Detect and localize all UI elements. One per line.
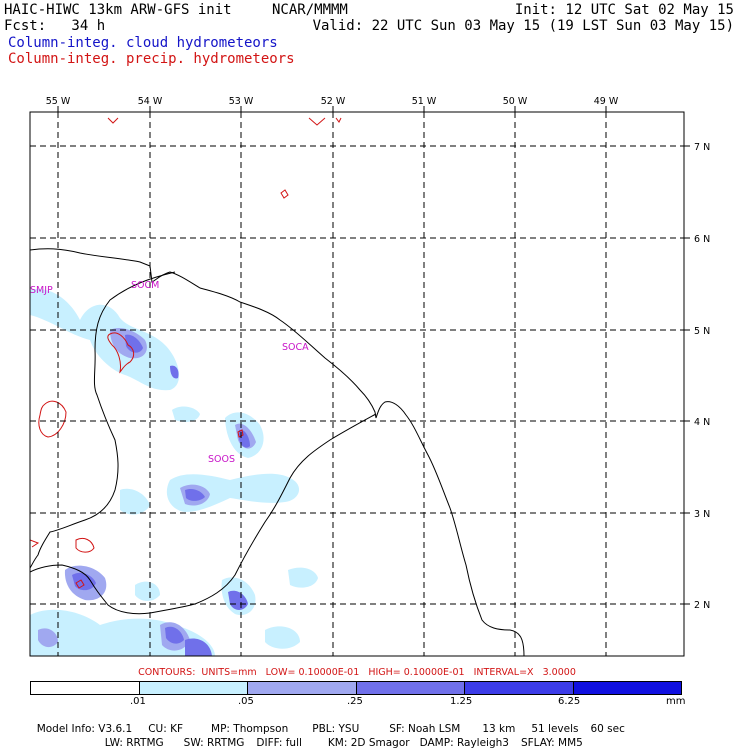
colorbar-bin xyxy=(573,682,681,694)
station-label: SMJP xyxy=(30,285,53,296)
lon-label: 49 W xyxy=(594,96,619,107)
lat-label: 7 N xyxy=(694,142,710,153)
mp-scheme: MP: Thompson xyxy=(211,723,289,735)
precip-field-label: Column-integ. precip. hydrometeors xyxy=(8,51,295,67)
colorbar xyxy=(30,681,682,695)
colorbar-bin xyxy=(248,682,357,694)
map-frame xyxy=(29,111,685,657)
km-option: KM: 2D Smagor xyxy=(327,737,410,749)
init-time: Init: 12 UTC Sat 02 May 15 xyxy=(514,2,734,18)
model-version: Model Info: V3.6.1 xyxy=(36,723,133,735)
lon-label: 51 W xyxy=(412,96,437,107)
lon-label: 54 W xyxy=(138,96,163,107)
model-info-line1: Model Info: V3.6.1 CU: KF MP: Thompson PBL:… xyxy=(30,711,625,735)
sw-scheme: SW: RRTMG xyxy=(183,737,245,749)
colorbar-bin xyxy=(31,682,140,694)
diff-option: DIFF: full xyxy=(256,737,302,749)
lon-label: 52 W xyxy=(321,96,346,107)
colorbar-label: 6.25 xyxy=(558,696,581,707)
lon-label: 55 W xyxy=(46,96,71,107)
station-label: SOCM xyxy=(131,280,159,291)
model-title: HAIC-HIWC 13km ARW-GFS init xyxy=(4,2,232,18)
lon-label: 53 W xyxy=(229,96,254,107)
colorbar-label: .01 xyxy=(130,696,146,707)
lat-label: 3 N xyxy=(694,509,710,520)
colorbar-bin xyxy=(139,682,248,694)
lon-label: 50 W xyxy=(503,96,528,107)
precip-contours xyxy=(30,117,342,589)
station-label: SOCA xyxy=(282,342,309,353)
contour-info: CONTOURS: UNITS=mm LOW= 0.10000E-01 HIGH… xyxy=(138,667,576,678)
cu-scheme: CU: KF xyxy=(148,723,184,735)
valid-time: Valid: 22 UTC Sun 03 May 15 (19 LST Sun … xyxy=(312,18,734,34)
lw-scheme: LW: RRTMG xyxy=(104,737,164,749)
sflay-option: SFLAY: MM5 xyxy=(520,737,583,749)
cloud-field-label: Column-integ. cloud hydrometeors xyxy=(8,35,278,51)
map-ticks xyxy=(57,106,690,605)
sf-scheme: SF: Noah LSM xyxy=(389,723,461,735)
damp-option: DAMP: Rayleigh3 xyxy=(419,737,509,749)
colorbar-label: 1.25 xyxy=(450,696,473,707)
colorbar-units: mm xyxy=(666,696,686,707)
model-info-line2: LW: RRTMG SW: RRTMG DIFF: full KM: 2D Smago… xyxy=(98,725,583,749)
pbl-scheme: PBL: YSU xyxy=(312,723,360,735)
lat-label: 2 N xyxy=(694,600,710,611)
colorbar-bin xyxy=(356,682,465,694)
grid-spacing: 13 km xyxy=(482,723,516,735)
colorbar-label: .25 xyxy=(347,696,363,707)
colorbar-bin xyxy=(465,682,574,694)
timestep: 60 sec xyxy=(590,723,625,735)
lat-label: 6 N xyxy=(694,234,710,245)
cloud-shading xyxy=(30,289,318,656)
forecast-hour: Fcst: 34 h xyxy=(4,18,106,34)
lat-lon-grid xyxy=(30,112,684,656)
lat-label: 4 N xyxy=(694,417,710,428)
station-label: SOOS xyxy=(208,454,235,465)
lat-label: 5 N xyxy=(694,326,710,337)
colorbar-label: .05 xyxy=(238,696,254,707)
levels: 51 levels xyxy=(531,723,579,735)
institution: NCAR/MMMM xyxy=(272,2,348,18)
